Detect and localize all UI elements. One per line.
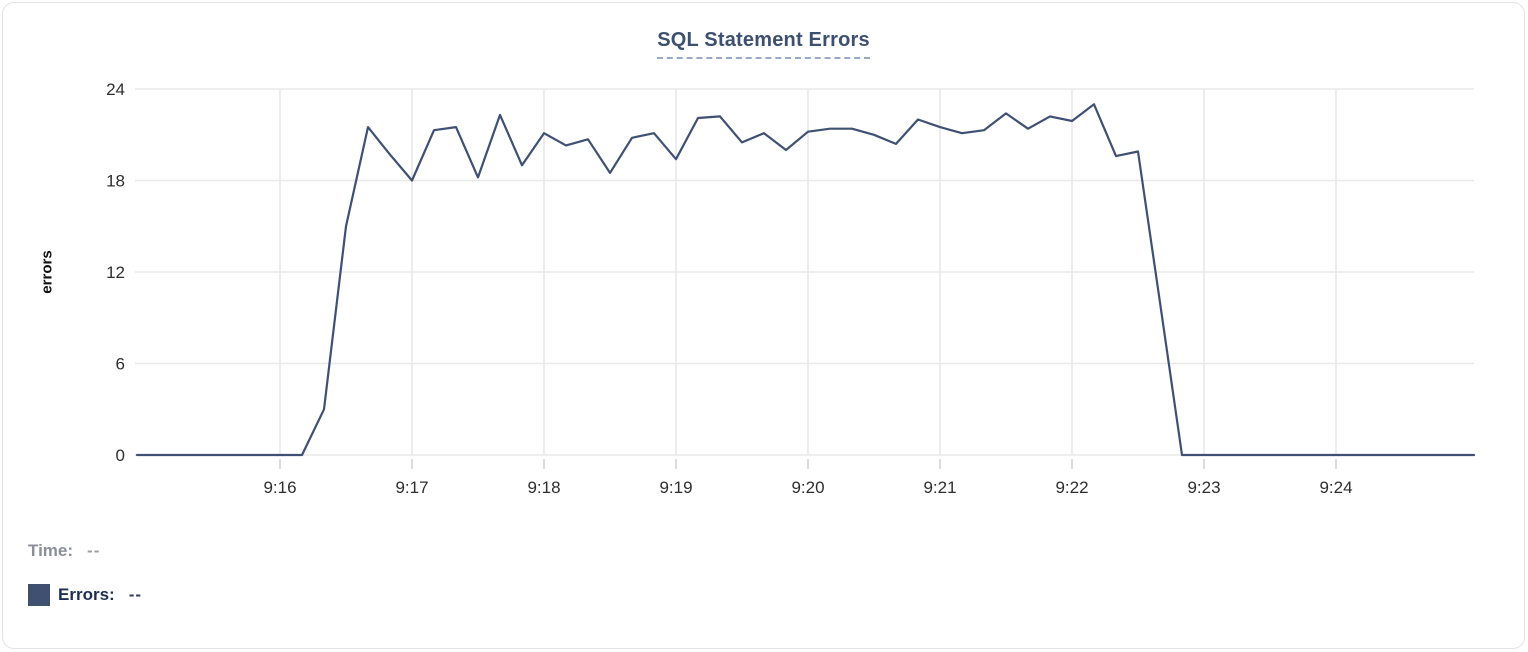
errors-label: Errors:: [58, 585, 115, 604]
y-tick-label: 12: [106, 263, 125, 282]
time-readout-row: Time: --: [28, 539, 1524, 563]
x-tick-label: 9:21: [923, 478, 956, 497]
x-tick-label: 9:17: [395, 478, 428, 497]
y-tick-label: 24: [106, 80, 125, 99]
x-tick-label: 9:20: [791, 478, 824, 497]
time-label: Time:: [28, 541, 74, 560]
y-tick-label: 0: [116, 446, 125, 465]
x-tick-label: 9:24: [1319, 478, 1352, 497]
errors-series-swatch-icon: [28, 584, 50, 606]
chart-canvas[interactable]: 0 6 12 18 24 9:16 9:17 9:18 9:19 9:20 9:21 9:22 9:23…: [3, 63, 1525, 515]
x-tick-label: 9:22: [1055, 478, 1088, 497]
x-tick-label: 9:16: [263, 478, 296, 497]
y-axis-label: errors: [38, 250, 56, 294]
time-value: --: [87, 541, 101, 560]
errors-value: --: [128, 585, 143, 604]
y-tick-label: 6: [116, 355, 125, 374]
x-tick-label: 9:19: [659, 478, 692, 497]
x-tick-label: 9:18: [527, 478, 560, 497]
y-tick-label: 18: [106, 172, 125, 191]
chart-area: 0 6 12 18 24 9:16 9:17 9:18 9:19 9:20 9:21 9:22 9:23…: [3, 63, 1525, 515]
errors-readout-row: Errors: --: [28, 583, 1524, 607]
hover-readout: Time: -- Errors: --: [28, 539, 1524, 607]
x-tick-label: 9:23: [1187, 478, 1220, 497]
chart-title[interactable]: SQL Statement Errors: [657, 29, 870, 59]
chart-header: SQL Statement Errors: [3, 29, 1524, 63]
errors-line-series: [135, 103, 1476, 457]
